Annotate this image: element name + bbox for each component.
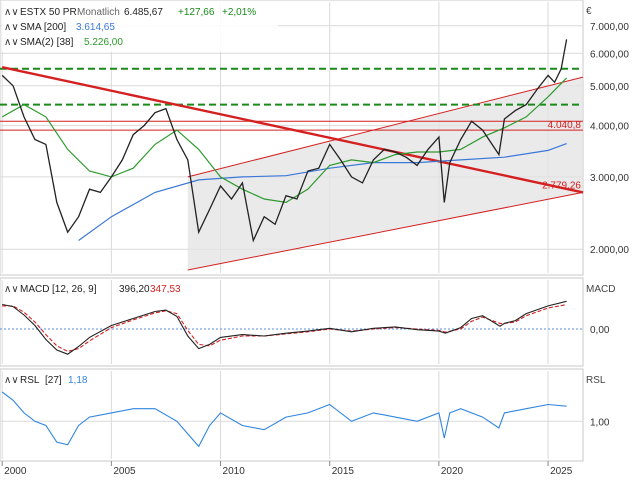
last-price: 6.485,67: [124, 7, 163, 18]
price-change-pct: +2,01%: [222, 7, 256, 18]
time-tick-label: 2000: [4, 466, 27, 477]
rsl-params: [27]: [45, 375, 62, 386]
line-series-icon: ∧∨: [4, 7, 19, 18]
price-header: ∧∨ ESTX 50 PR Monatlich 6.485,67 +127,66…: [2, 2, 278, 52]
price-header-bg: [2, 2, 278, 52]
sma200-line: [78, 143, 567, 241]
price-tick-label: 2.000,00: [590, 245, 629, 256]
macd-params: [12, 26, 9]: [52, 284, 97, 295]
time-tick-label: 2005: [113, 466, 136, 477]
overlay-layer: [0, 66, 584, 271]
level-label-2779: 2.779,26: [542, 181, 581, 192]
sma38-label: SMA(2) [38]: [20, 37, 74, 48]
channel-lower-line: [187, 191, 584, 271]
time-tick-label: 2015: [332, 466, 355, 477]
axis-layer: 2.000,00 3.000,00 4.000,00 5.000,00 6.000,00…: [1, 22, 629, 477]
price-tick-label: 4.000,00: [590, 122, 629, 133]
interval-label: Monatlich: [77, 7, 120, 18]
channel-upper-line: [187, 76, 584, 178]
macd-tick-label: 0,00: [590, 325, 610, 336]
sma38-icon: ∧∨: [4, 37, 19, 48]
price-tick-label: 6.000,00: [590, 49, 629, 60]
macd-signal-value: 347,53: [150, 284, 181, 295]
price-tick-label: 5.000,00: [590, 82, 629, 93]
macd-name: MACD: [20, 284, 49, 295]
macd-signal-line: [2, 304, 567, 352]
level-label-4040: 4.040,8: [548, 120, 582, 131]
macd-line: [2, 300, 567, 355]
sma38-line: [1, 77, 568, 204]
sma200-value: 3.614,65: [76, 22, 115, 33]
macd-value: 396,20: [119, 284, 150, 295]
resistance-trendline: [1, 66, 584, 194]
price-change: +127,66: [178, 7, 215, 18]
price-tick-label: 7.000,00: [590, 22, 629, 33]
macd-header: ∧∨ MACD [12, 26, 9] 396,20 347,53: [4, 284, 181, 295]
rsl-value: 1,18: [68, 375, 88, 386]
rsl-panel: [0, 368, 584, 462]
macd-icon: ∧∨: [4, 284, 19, 295]
rsl-tick-label: 1,00: [590, 417, 610, 428]
series-layer: [1, 39, 568, 448]
sma200-icon: ∧∨: [4, 22, 19, 33]
trend-channel-area: [187, 77, 583, 270]
time-tick-label: 2020: [441, 466, 464, 477]
sma200-label: SMA [200]: [20, 22, 66, 33]
rsl-header: ∧∨ RSL [27] 1,18: [4, 375, 88, 386]
rsl-axis-label: RSL: [586, 375, 606, 386]
price-tick-label: 3.000,00: [590, 173, 629, 184]
sma38-value: 5.226,00: [84, 37, 123, 48]
currency-label: €: [586, 6, 592, 17]
rsl-name: RSL: [20, 375, 40, 386]
rsl-icon: ∧∨: [4, 375, 19, 386]
time-tick-label: 2025: [550, 466, 573, 477]
price-line: [1, 39, 568, 243]
time-tick-label: 2010: [223, 466, 246, 477]
symbol-label: ESTX 50 PR: [20, 7, 77, 18]
rsl-line: [1, 391, 567, 448]
macd-axis-label: MACD: [586, 284, 615, 295]
macd-panel: [0, 277, 584, 367]
